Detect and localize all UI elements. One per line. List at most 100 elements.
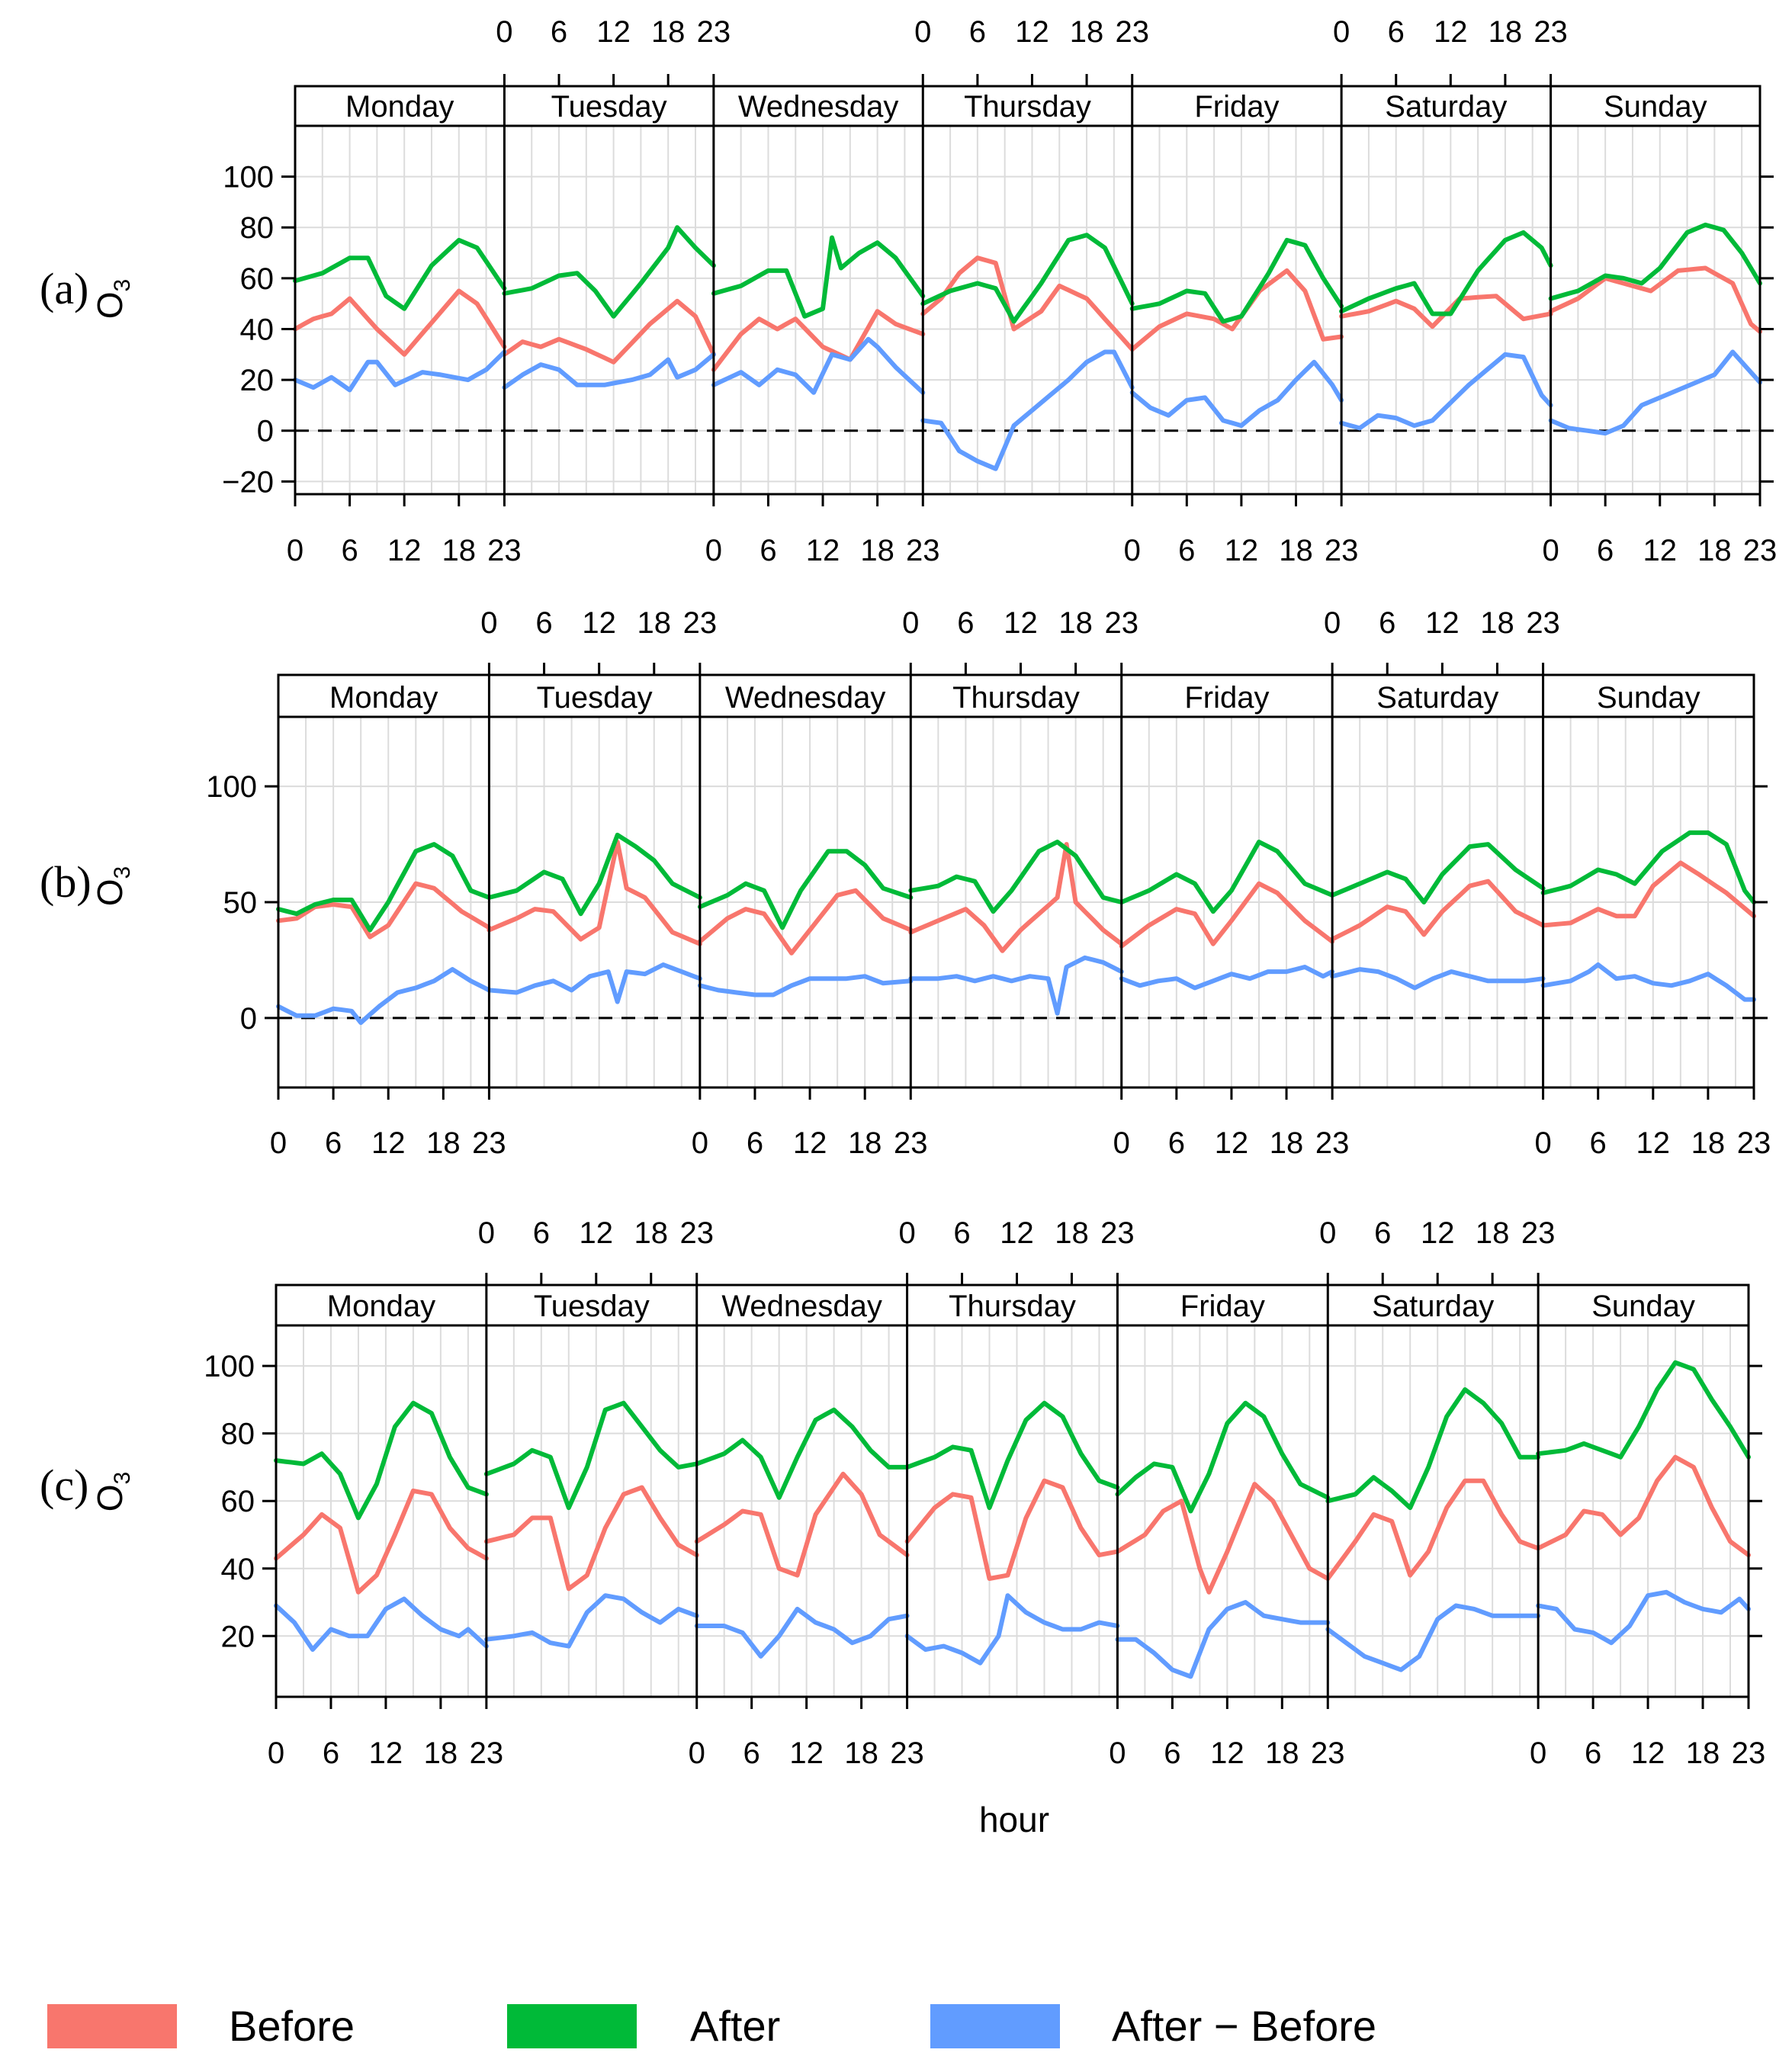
- series-line-thursday: [904, 1478, 1120, 1581]
- x-tick-label: 12: [1015, 15, 1049, 49]
- x-tick-label: 23: [470, 1736, 504, 1770]
- series-line-thursday: [920, 233, 1135, 324]
- series-line-friday: [1129, 359, 1344, 429]
- x-tick-label: 12: [1636, 1126, 1671, 1160]
- series-after-before: [274, 1589, 1751, 1679]
- strip-label-thursday: Thursday: [964, 90, 1091, 124]
- strip-label-friday: Friday: [1194, 90, 1279, 124]
- x-tick-label: 0: [898, 1216, 915, 1250]
- y-tick-label: 0: [240, 1002, 257, 1036]
- strip-label-wednesday: Wednesday: [721, 1290, 882, 1323]
- series-line-monday: [276, 842, 492, 933]
- strip-label-saturday: Saturday: [1372, 1290, 1494, 1323]
- panel-c: Monday Tuesday Wednesday Thursday Friday Satu…: [40, 1216, 1765, 1770]
- series-line-sunday: [1540, 860, 1756, 928]
- series-line-sunday: [1548, 349, 1762, 436]
- series-line-monday: [274, 1400, 489, 1521]
- series-line-sunday: [1540, 962, 1756, 1002]
- y-tick-label: −20: [222, 465, 274, 499]
- series-line-saturday: [1339, 294, 1553, 329]
- x-tick-label: 6: [1168, 1126, 1185, 1160]
- series-after-before: [293, 336, 1762, 471]
- x-tick-label: 6: [533, 1216, 550, 1250]
- series-after: [293, 222, 1762, 324]
- series-line-saturday: [1325, 1387, 1541, 1511]
- x-tick-label: 12: [1000, 1216, 1034, 1250]
- x-tick-label: 12: [1421, 1216, 1455, 1250]
- x-tick-label: 18: [1476, 1216, 1510, 1250]
- x-tick-label: 0: [1324, 606, 1341, 640]
- series-line-wednesday: [711, 336, 926, 395]
- x-tick-label: 12: [596, 15, 631, 49]
- y-tick-label: 100: [223, 161, 274, 194]
- x-tick-label: 6: [1585, 1736, 1601, 1770]
- strip-label-saturday: Saturday: [1385, 90, 1507, 124]
- x-tick-label: 23: [894, 1126, 928, 1160]
- x-tick-label: 18: [1489, 15, 1523, 49]
- series-line-saturday: [1330, 842, 1546, 904]
- panel-a: Monday Tuesday Wednesday Thursday Friday Satu…: [40, 15, 1777, 567]
- x-tick-label: 23: [487, 534, 522, 567]
- series-line-thursday: [908, 955, 1124, 1016]
- legend-swatch-after: [507, 2004, 637, 2048]
- series-line-wednesday: [697, 974, 914, 997]
- series-line-friday: [1119, 840, 1335, 914]
- strip-label-tuesday: Tuesday: [537, 681, 653, 715]
- y-tick-label: 0: [257, 415, 274, 448]
- series-line-friday: [1129, 237, 1344, 324]
- series-line-tuesday: [483, 1400, 699, 1511]
- x-axis-label: hour: [979, 1800, 1049, 1839]
- x-tick-label: 18: [651, 15, 686, 49]
- strip-label-saturday: Saturday: [1376, 681, 1498, 715]
- x-tick-label: 23: [1533, 15, 1568, 49]
- series-line-thursday: [920, 255, 1135, 352]
- x-tick-label: 0: [287, 534, 303, 567]
- x-tick-label: 0: [496, 15, 512, 49]
- panel-frame: [294, 85, 1761, 496]
- x-tick-label: 12: [789, 1736, 824, 1770]
- x-tick-label: 6: [747, 1126, 763, 1160]
- x-tick-label: 18: [1697, 534, 1732, 567]
- x-tick-label: 0: [1534, 1126, 1551, 1160]
- x-tick-label: 18: [1480, 606, 1514, 640]
- x-tick-label: 12: [806, 534, 840, 567]
- x-tick-label: 12: [371, 1126, 406, 1160]
- series-line-wednesday: [694, 1407, 910, 1500]
- x-tick-label: 18: [426, 1126, 461, 1160]
- x-tick-label: 0: [902, 606, 919, 640]
- series-line-monday: [293, 237, 507, 311]
- series-before: [276, 840, 1756, 956]
- y-tick-label: 100: [206, 770, 257, 804]
- series-line-tuesday: [502, 352, 716, 390]
- series-line-sunday: [1536, 1454, 1751, 1558]
- series-line-thursday: [920, 349, 1135, 471]
- legend-swatch-before: [47, 2004, 177, 2048]
- x-tick-label: 0: [1333, 15, 1350, 49]
- strip-label-wednesday: Wednesday: [738, 90, 899, 124]
- y-tick-label: 80: [240, 211, 275, 245]
- x-tick-label: 23: [1737, 1126, 1771, 1160]
- y-axis-label-subscript: 3: [110, 866, 135, 879]
- series-line-tuesday: [483, 1485, 699, 1592]
- series-line-monday: [276, 967, 492, 1025]
- legend-label-after-minus-before: After − Before: [1112, 2002, 1376, 2050]
- x-tick-label: 6: [743, 1736, 760, 1770]
- x-tick-label: 12: [369, 1736, 403, 1770]
- series-line-friday: [1119, 965, 1335, 991]
- y-tick-label: 80: [221, 1418, 255, 1451]
- x-tick-label: 23: [906, 534, 940, 567]
- legend-label-before: Before: [229, 2002, 355, 2050]
- x-tick-label: 6: [957, 606, 974, 640]
- series-line-sunday: [1540, 830, 1756, 904]
- series-line-tuesday: [487, 962, 702, 1004]
- x-tick-label: 6: [551, 15, 567, 49]
- x-tick-label: 18: [860, 534, 894, 567]
- x-tick-label: 0: [478, 1216, 495, 1250]
- series-after-before: [276, 955, 1756, 1025]
- series-line-tuesday: [487, 832, 702, 917]
- series-line-friday: [1115, 1482, 1331, 1595]
- strip-label-friday: Friday: [1184, 681, 1269, 715]
- x-tick-label: 23: [1743, 534, 1778, 567]
- y-axis-label: O3: [90, 279, 135, 319]
